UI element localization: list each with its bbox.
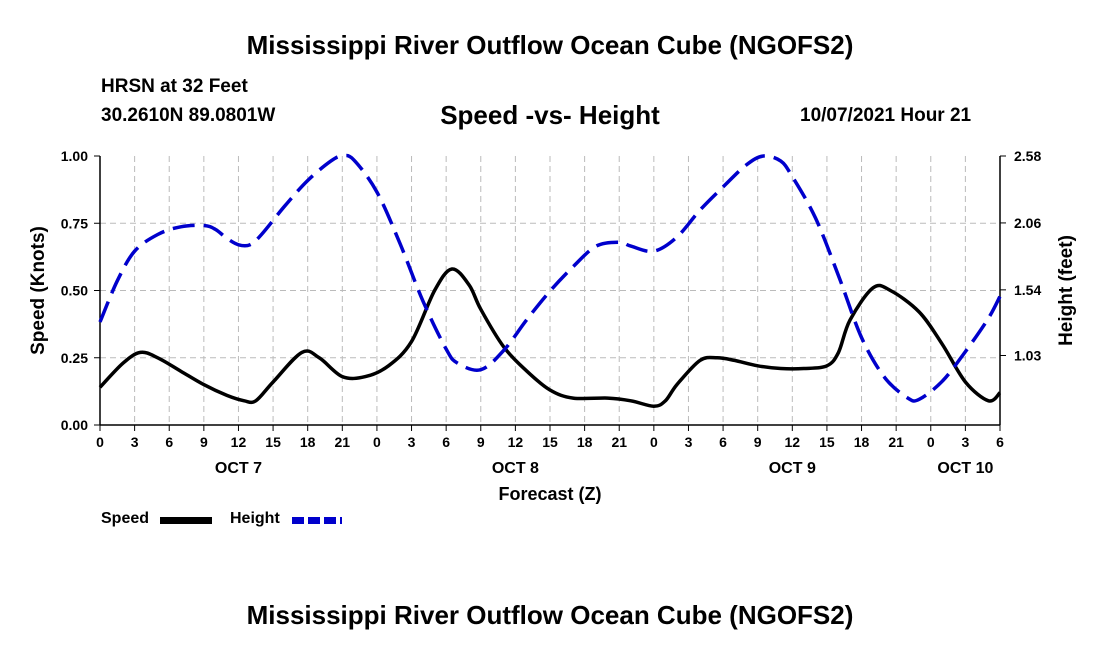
y-left-tick-label: 0.75 <box>61 215 88 231</box>
x-tick-label: 6 <box>165 434 173 450</box>
chart-subtitle: Speed -vs- Height <box>440 100 660 130</box>
y-right-tick-label: 1.54 <box>1014 282 1041 298</box>
x-tick-label: 3 <box>131 434 139 450</box>
x-tick-label: 0 <box>650 434 658 450</box>
x-tick-label: 12 <box>231 434 247 450</box>
x-tick-label: 0 <box>373 434 381 450</box>
x-axis-title: Forecast (Z) <box>498 484 601 504</box>
y-right-tick-label: 1.03 <box>1014 347 1041 363</box>
x-day-label: OCT 7 <box>215 460 262 477</box>
station-coordinates: 30.2610N 89.0801W <box>101 105 276 126</box>
x-tick-label: 6 <box>719 434 727 450</box>
x-day-label: OCT 10 <box>937 460 993 477</box>
legend-height-label: Height <box>230 510 280 527</box>
x-day-label: OCT 9 <box>769 460 816 477</box>
x-tick-label: 0 <box>96 434 104 450</box>
y-left-tick-label: 0.00 <box>61 417 88 433</box>
y-left-axis-title: Speed (Knots) <box>28 226 49 355</box>
y-right-axis-title: Height (feet) <box>1056 235 1077 346</box>
y-right-tick-label: 2.06 <box>1014 215 1041 231</box>
x-tick-label: 18 <box>300 434 316 450</box>
forecast-datetime: 10/07/2021 Hour 21 <box>800 105 972 126</box>
x-day-label: OCT 8 <box>492 460 539 477</box>
legend-speed-label: Speed <box>101 510 150 527</box>
x-tick-label: 9 <box>200 434 208 450</box>
x-tick-label: 9 <box>754 434 762 450</box>
x-tick-label: 6 <box>442 434 450 450</box>
legend-speed-swatch <box>160 517 212 524</box>
height-series-line <box>98 153 1002 403</box>
y-left-tick-label: 0.50 <box>61 283 88 299</box>
y-left-tick-label: 0.25 <box>61 350 88 366</box>
x-tick-label: 18 <box>577 434 593 450</box>
x-tick-label: 0 <box>927 434 935 450</box>
speed-series-line <box>98 267 1002 408</box>
x-tick-label: 21 <box>335 434 351 450</box>
x-tick-label: 15 <box>542 434 558 450</box>
x-tick-label: 12 <box>508 434 524 450</box>
x-tick-label: 6 <box>996 434 1004 450</box>
x-tick-label: 12 <box>785 434 801 450</box>
x-tick-label: 9 <box>477 434 485 450</box>
x-tick-label: 15 <box>265 434 281 450</box>
chart-title: Mississippi River Outflow Ocean Cube (NG… <box>246 30 854 60</box>
y-left-tick-label: 1.00 <box>61 148 88 164</box>
x-tick-label: 3 <box>408 434 416 450</box>
legend-height-swatch <box>292 517 342 524</box>
x-tick-label: 21 <box>611 434 627 450</box>
x-tick-label: 18 <box>854 434 870 450</box>
footer-title: Mississippi River Outflow Ocean Cube (NG… <box>246 600 854 630</box>
station-name: HRSN at 32 Feet <box>101 76 248 97</box>
x-tick-label: 3 <box>685 434 693 450</box>
y-right-tick-label: 2.58 <box>1014 148 1041 164</box>
x-tick-label: 15 <box>819 434 835 450</box>
x-tick-label: 3 <box>961 434 969 450</box>
x-tick-label: 21 <box>888 434 904 450</box>
